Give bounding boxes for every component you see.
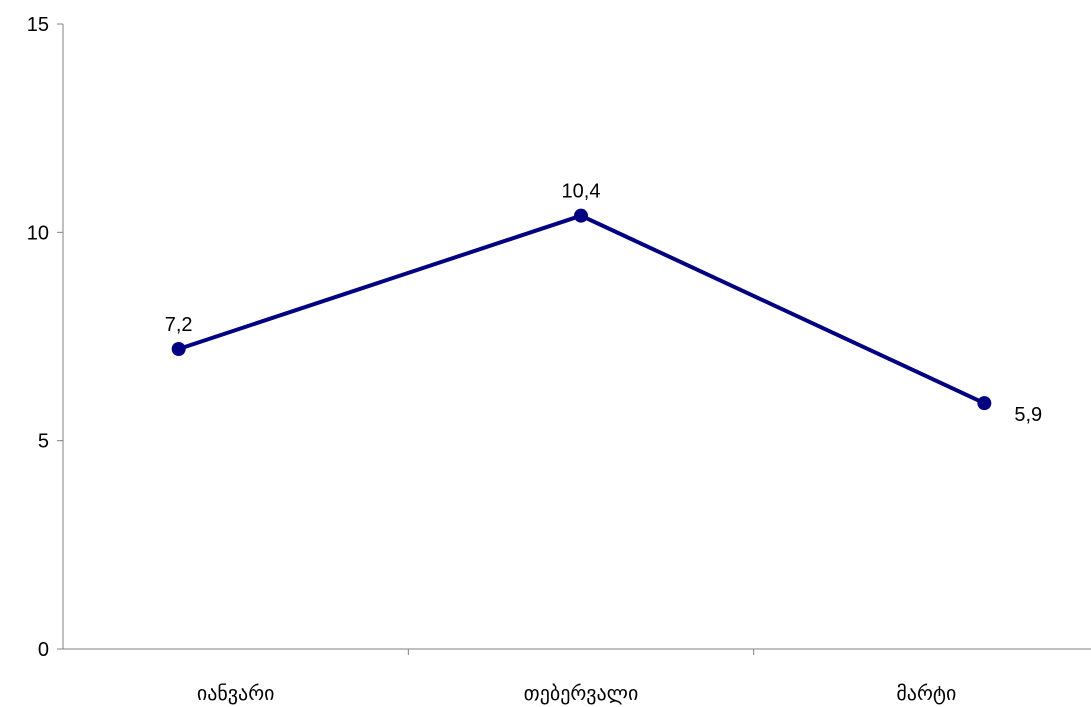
x-tick-label: იანვარი [197,681,275,705]
x-axis-ticks: იანვარი თებერვალი მარტი [197,649,956,705]
y-tick-label: 10 [27,222,49,244]
data-label: 7,2 [165,314,193,336]
data-point [171,342,186,356]
y-tick-label: 5 [38,431,49,453]
series-group [171,208,992,411]
data-labels: 7,2 10,4 5,9 [165,181,1042,426]
axes [62,24,1091,650]
data-point [977,396,992,411]
y-tick-label: 15 [27,14,49,36]
data-point [574,208,588,223]
y-tick-label: 0 [38,639,49,661]
y-axis-ticks: 0 5 10 15 [27,14,63,661]
x-tick-label: მარტი [896,681,956,705]
data-label: 5,9 [1014,404,1042,426]
series-line [178,213,986,405]
data-label: 10,4 [562,181,601,203]
x-tick-label: თებერვალი [524,681,639,705]
